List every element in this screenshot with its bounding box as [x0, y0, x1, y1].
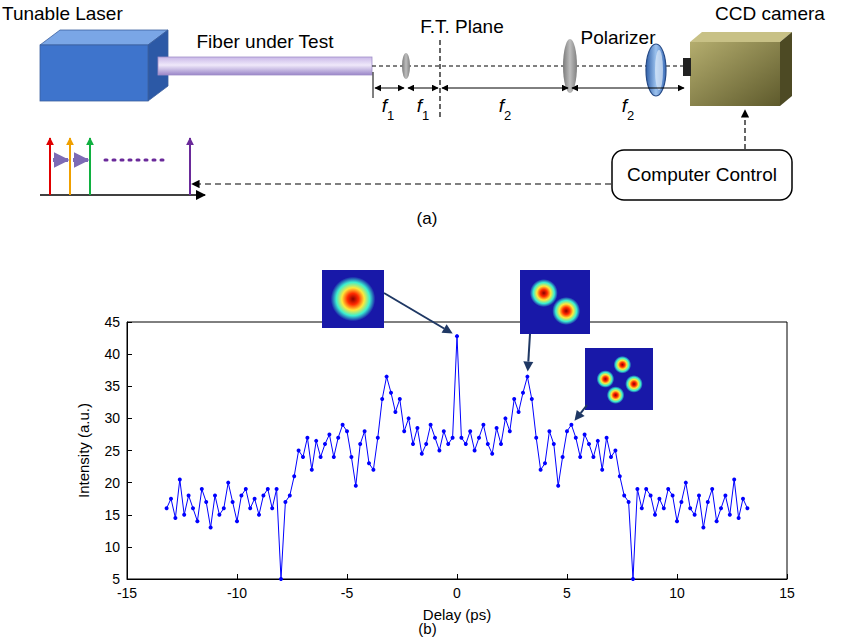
svg-text:30: 30 [104, 410, 120, 426]
svg-text:40: 40 [104, 346, 120, 362]
svg-text:f1: f1 [417, 95, 430, 123]
svg-text:-15: -15 [117, 585, 137, 601]
svg-text:f1: f1 [382, 95, 395, 123]
svg-text:Polarizer: Polarizer [581, 27, 657, 48]
svg-text:Computer Control: Computer Control [627, 164, 777, 185]
svg-text:5: 5 [112, 571, 120, 587]
svg-text:15: 15 [779, 585, 795, 601]
svg-text:10: 10 [104, 539, 120, 555]
svg-text:CCD camera: CCD camera [715, 3, 825, 24]
svg-text:(a): (a) [417, 209, 438, 228]
svg-text:5: 5 [563, 585, 571, 601]
svg-text:45: 45 [104, 314, 120, 330]
svg-text:Tunable Laser: Tunable Laser [2, 3, 123, 24]
svg-text:F.T. Plane: F.T. Plane [420, 16, 503, 37]
svg-text:Fiber under Test: Fiber under Test [197, 31, 335, 52]
svg-text:f2: f2 [499, 95, 512, 123]
svg-text:-10: -10 [227, 585, 247, 601]
svg-text:Delay (ps): Delay (ps) [422, 606, 492, 623]
svg-text:35: 35 [104, 378, 120, 394]
svg-text:-5: -5 [341, 585, 354, 601]
svg-text:25: 25 [104, 443, 120, 459]
svg-text:15: 15 [104, 507, 120, 523]
svg-text:Intensity (a.u.): Intensity (a.u.) [75, 403, 92, 498]
svg-text:(b): (b) [418, 620, 436, 637]
svg-text:20: 20 [104, 475, 120, 491]
svg-text:0: 0 [453, 585, 461, 601]
svg-text:10: 10 [669, 585, 685, 601]
svg-text:f2: f2 [622, 95, 635, 123]
